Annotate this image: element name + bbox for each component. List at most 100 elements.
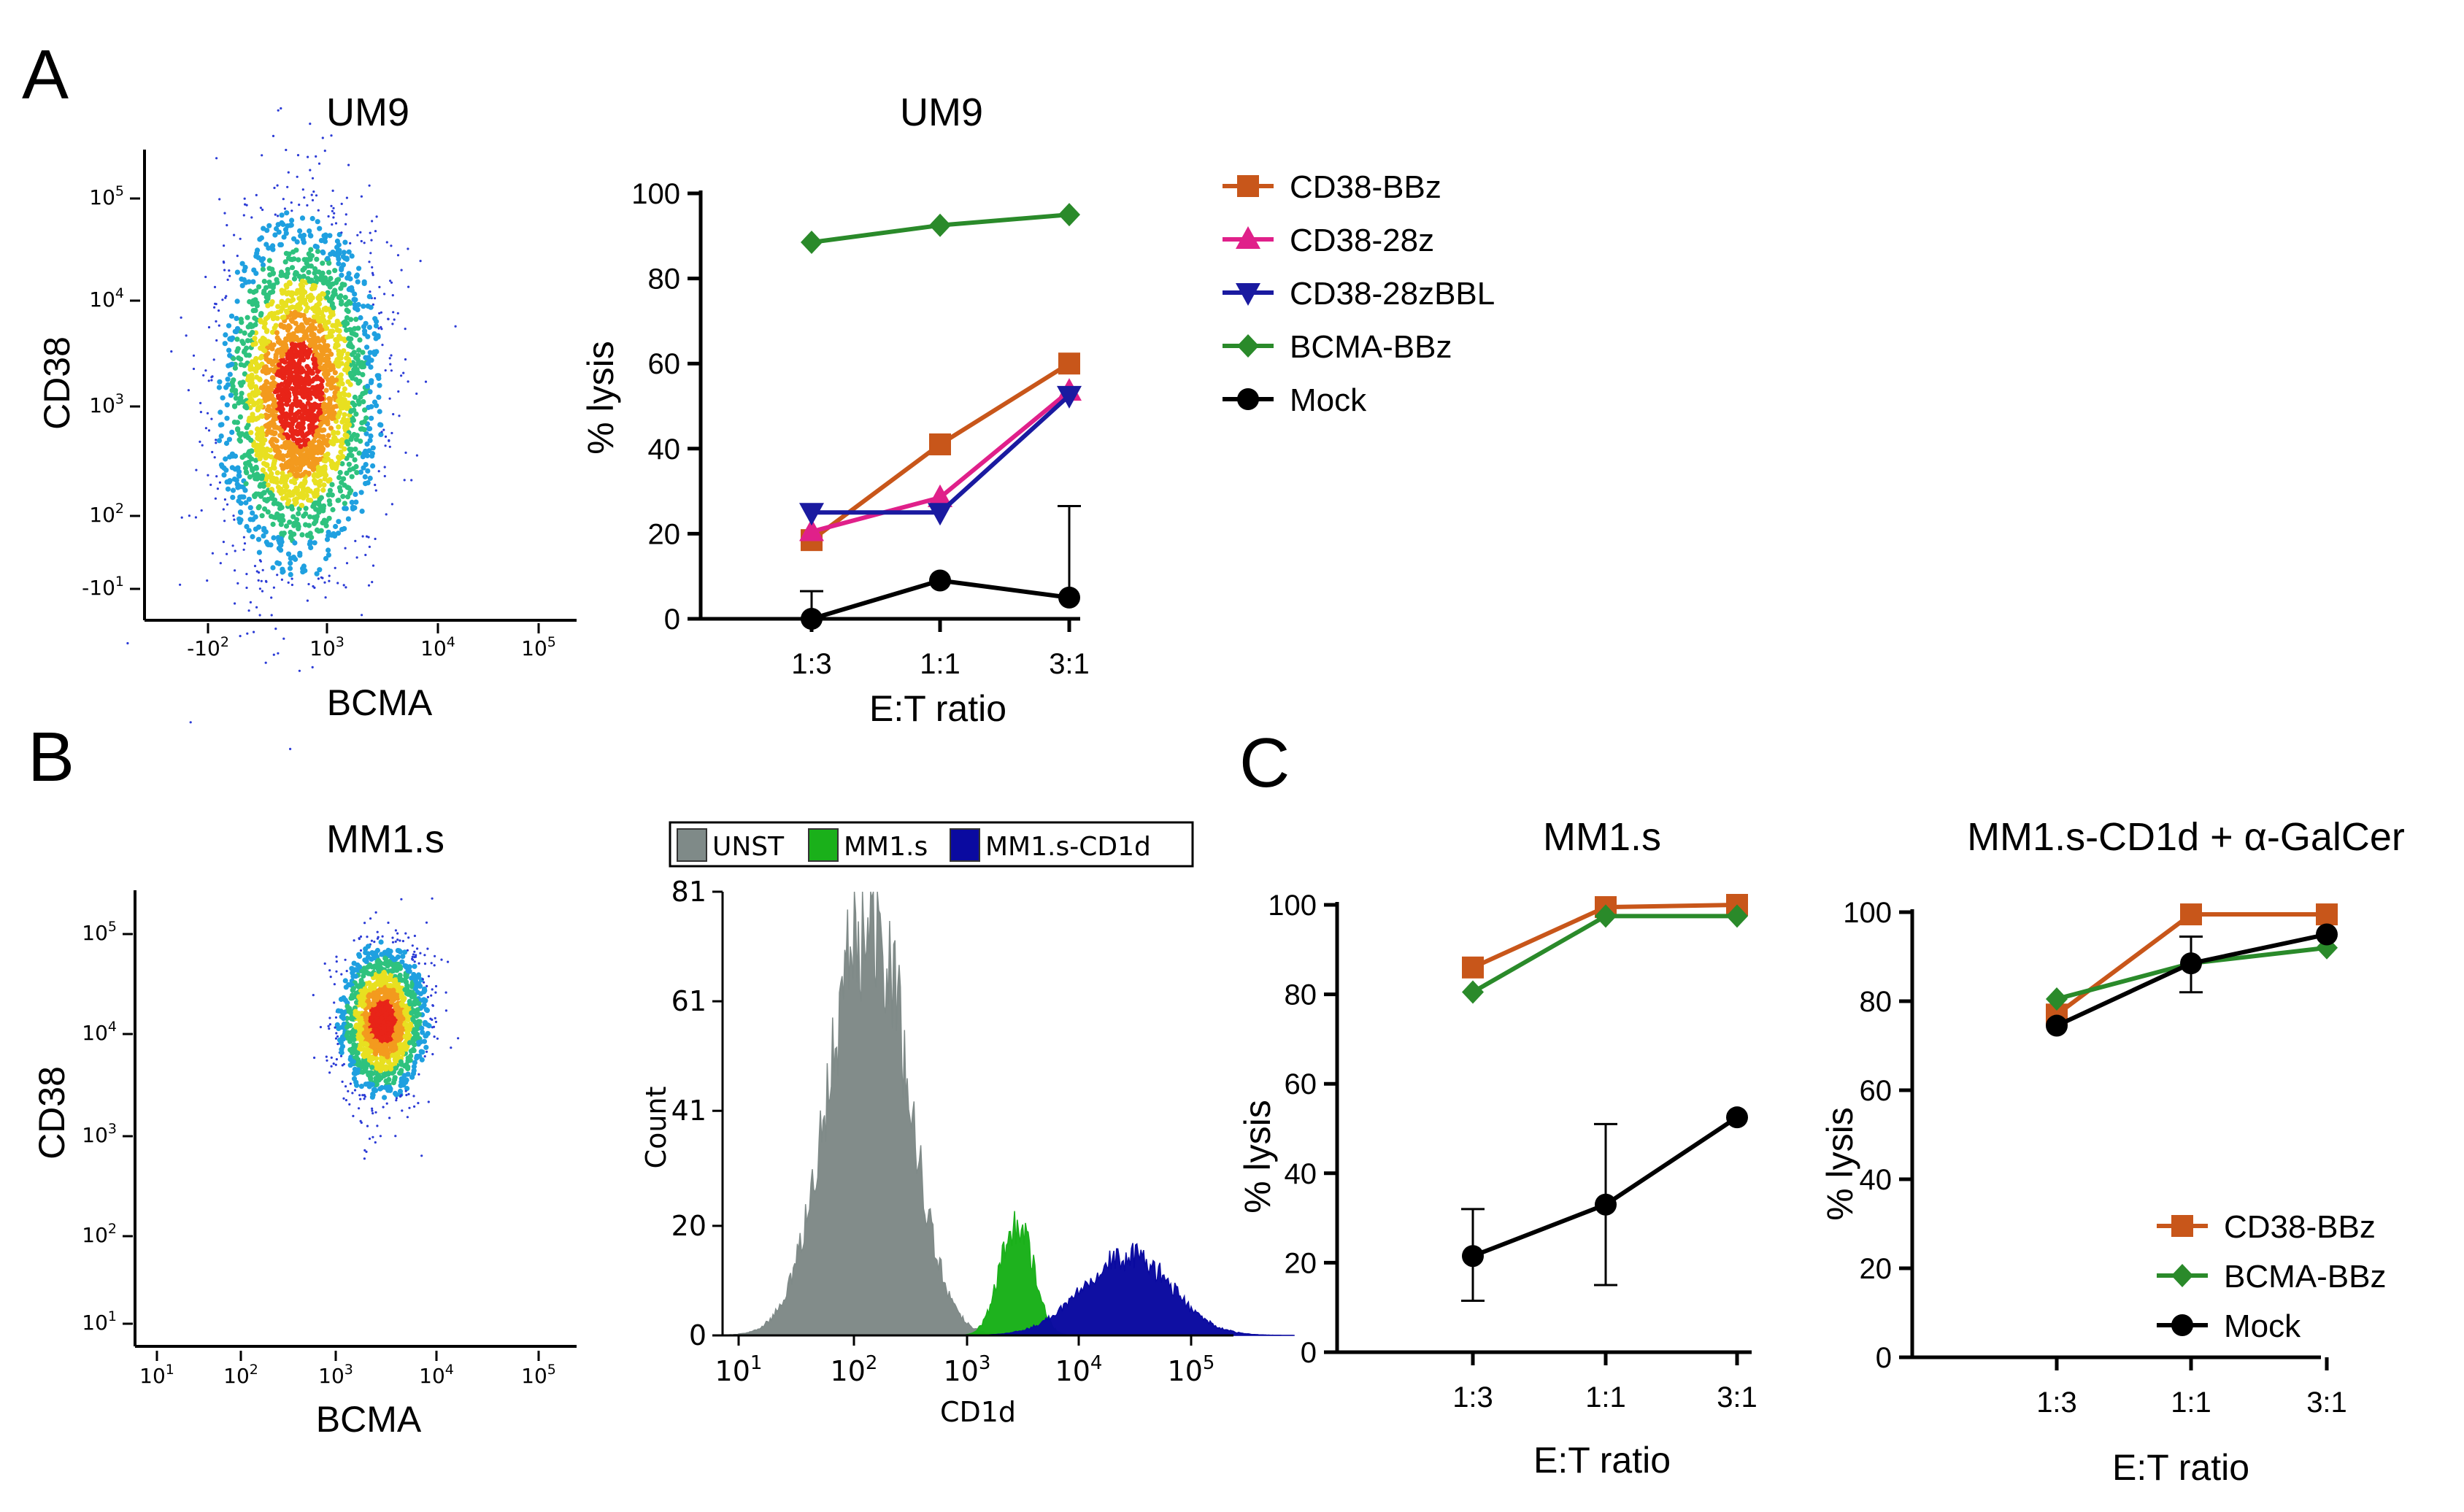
flow-a-event-dot xyxy=(261,533,266,539)
flow-b-event-dot xyxy=(359,1098,362,1100)
flow-b-event-dot xyxy=(363,987,369,993)
flow-b-event-dot xyxy=(385,947,391,953)
flow-b-event-dot xyxy=(398,1014,404,1019)
flow-a-event-dot xyxy=(278,323,284,329)
flow-b-event-dot xyxy=(365,964,371,970)
flow-a-event-dot xyxy=(285,332,292,339)
flow-b-event-dot xyxy=(407,1021,414,1027)
panel-letter-a: A xyxy=(22,36,69,114)
flow-a-event-dot xyxy=(219,422,225,428)
flow-a-event-dot xyxy=(378,312,381,315)
flow-b-event-dot xyxy=(363,1149,366,1152)
flow-a-event-dot xyxy=(207,379,210,382)
flow-a-event-dot xyxy=(276,545,282,552)
panel-letter-b: B xyxy=(28,718,74,796)
flow-a-event-dot xyxy=(336,363,342,369)
flow-a-event-dot xyxy=(250,308,256,314)
flow-a-event-dot xyxy=(312,266,318,271)
flow-b-event-dot xyxy=(351,1092,354,1095)
flow-a-event-dot xyxy=(376,394,382,401)
flow-a-event-dot xyxy=(348,409,354,414)
flow-a-event-dot xyxy=(371,220,374,223)
flow-a-event-dot xyxy=(293,430,299,436)
hist-x-tick-label: 104 xyxy=(1055,1352,1103,1387)
flow-b-event-dot xyxy=(370,1055,376,1061)
flow-a-event-dot xyxy=(328,425,334,431)
flow-a-event-dot xyxy=(253,389,259,395)
flow-a-event-dot xyxy=(344,275,350,281)
flow-a-event-dot xyxy=(293,290,299,296)
flow-a-event-dot xyxy=(239,282,245,288)
flow-a-event-dot xyxy=(327,233,333,239)
flow-b-event-dot xyxy=(404,1089,407,1092)
flow-b-event-dot xyxy=(368,1137,371,1141)
flow-a-event-dot xyxy=(341,320,347,325)
flow-b-event-dot xyxy=(337,1037,343,1043)
flow-a-event-dot xyxy=(278,404,285,409)
flow-b-event-dot xyxy=(336,1008,342,1014)
flow-a-event-dot xyxy=(390,369,393,372)
flow-a-event-dot xyxy=(359,509,365,514)
flow-b-event-dot xyxy=(395,1097,399,1100)
flow-b-event-dot xyxy=(410,1036,416,1042)
flow-b-event-dot xyxy=(327,1025,330,1027)
flow-a-event-dot xyxy=(253,271,259,277)
flow-a-event-dot xyxy=(282,259,288,265)
flow-a-event-dot xyxy=(299,490,304,496)
flow-a-event-dot xyxy=(207,325,211,329)
flow-a-event-dot xyxy=(331,189,334,192)
flow-b-event-dot xyxy=(344,1024,350,1030)
flow-b-event-dot xyxy=(411,944,414,947)
flow-b-event-dot xyxy=(421,986,428,992)
flow-a-event-dot xyxy=(308,323,314,328)
flow-b-event-dot xyxy=(376,968,382,974)
flow-a-event-dot xyxy=(350,466,356,471)
flow-a-event-dot xyxy=(321,371,327,377)
flow-a-event-dot xyxy=(298,669,301,672)
flow-b-event-dot xyxy=(394,968,400,973)
flow-a-event-dot xyxy=(248,430,254,436)
flow-a-event-dot xyxy=(324,596,327,599)
flow-b-event-dot xyxy=(417,1073,420,1076)
flow-a-event-dot xyxy=(374,483,377,487)
flow-a-event-dot xyxy=(345,417,351,423)
flow-a-event-dot xyxy=(323,232,328,238)
flow-a-event-dot xyxy=(342,397,347,403)
flow-a-event-dot xyxy=(311,314,317,320)
a-lysis-legend-marker-mock: Mock xyxy=(1237,388,1259,410)
flow-b-event-dot xyxy=(387,1007,393,1013)
flow-a-event-dot xyxy=(126,641,129,645)
flow-a-event-dot xyxy=(258,317,263,323)
flow-b-event-dot xyxy=(425,921,428,924)
flow-a-event-dot xyxy=(239,261,245,266)
flow-a-event-dot xyxy=(250,216,253,219)
flow-a-event-dot xyxy=(254,300,260,306)
flow-a-event-dot xyxy=(407,285,410,288)
flow-a-event-dot xyxy=(305,305,311,311)
flow-a-event-dot xyxy=(326,269,332,275)
flow-a-event-dot xyxy=(373,323,379,329)
flow-a-event-dot xyxy=(256,549,262,555)
flow-a-event-dot xyxy=(274,453,280,460)
flow-a-event-dot xyxy=(311,177,315,180)
flow-a-event-dot xyxy=(340,493,346,499)
flow-b-event-dot xyxy=(372,1027,378,1033)
flow-b-event-dot xyxy=(393,1090,399,1096)
flow-b-event-dot xyxy=(404,990,410,997)
flow-b-event-dot xyxy=(369,956,374,962)
c-mm1s-xlabel: E:T ratio xyxy=(1533,1440,1671,1481)
flow-b-event-dot xyxy=(368,1018,374,1024)
flow-b-event-dot xyxy=(328,1017,331,1019)
flow-a-event-dot xyxy=(349,242,352,244)
flow-a-event-dot xyxy=(295,374,301,380)
flow-b-event-dot xyxy=(343,984,349,990)
a-lysis-y-tick-label: 20 xyxy=(648,518,681,550)
c-cd1d-legend-marker-cd38-bbz: CD38-BBz xyxy=(2171,1215,2193,1237)
flow-a-event-dot xyxy=(277,109,280,112)
flow-a-event-dot xyxy=(300,393,306,399)
flow-a-event-dot xyxy=(340,390,347,396)
flow-a-event-dot xyxy=(307,338,313,344)
flow-b-event-dot xyxy=(328,969,331,972)
flow-b-event-dot xyxy=(392,1075,398,1081)
flow-a-event-dot xyxy=(285,421,291,427)
